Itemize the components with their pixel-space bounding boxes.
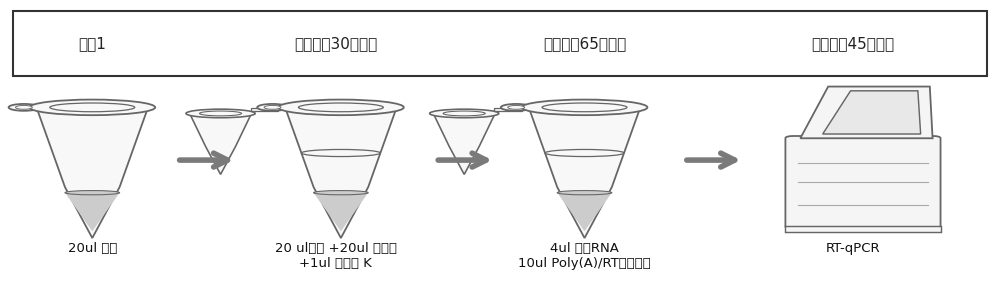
Ellipse shape: [530, 108, 639, 113]
Polygon shape: [557, 193, 612, 231]
Bar: [13, 11, 987, 77]
Ellipse shape: [557, 190, 612, 195]
Ellipse shape: [186, 109, 255, 118]
Text: 20 ul血浆 +20ul 缓冲液
+1ul 蛋白酶 K: 20 ul血浆 +20ul 缓冲液 +1ul 蛋白酶 K: [275, 242, 397, 270]
Polygon shape: [38, 110, 147, 238]
Polygon shape: [530, 110, 639, 238]
Ellipse shape: [508, 105, 525, 109]
Text: RT-qPCR: RT-qPCR: [826, 242, 880, 255]
Text: 20ul 血浆: 20ul 血浆: [68, 242, 117, 255]
Ellipse shape: [542, 103, 627, 112]
Polygon shape: [823, 91, 921, 134]
Ellipse shape: [29, 100, 155, 115]
Ellipse shape: [286, 108, 396, 113]
Ellipse shape: [257, 104, 288, 111]
Ellipse shape: [15, 105, 32, 109]
Ellipse shape: [522, 100, 647, 115]
Polygon shape: [286, 110, 396, 238]
Polygon shape: [800, 87, 933, 138]
Ellipse shape: [434, 114, 494, 116]
Ellipse shape: [278, 100, 404, 115]
Ellipse shape: [190, 114, 251, 116]
Text: 步骤３（65分钟）: 步骤３（65分钟）: [543, 36, 626, 51]
Bar: [785, 226, 941, 232]
Ellipse shape: [9, 104, 39, 111]
Ellipse shape: [38, 108, 147, 113]
Text: 步骤２（30分钟）: 步骤２（30分钟）: [294, 36, 378, 51]
Ellipse shape: [501, 104, 531, 111]
Text: 步骤1: 步骤1: [78, 36, 106, 51]
Bar: [251, 108, 278, 111]
Polygon shape: [314, 193, 368, 231]
Text: 4ul 粗提RNA
10ul Poly(A)/RT反应体系: 4ul 粗提RNA 10ul Poly(A)/RT反应体系: [518, 242, 651, 270]
Polygon shape: [65, 193, 120, 231]
Ellipse shape: [50, 103, 135, 112]
Ellipse shape: [200, 111, 242, 116]
Polygon shape: [190, 115, 251, 174]
Ellipse shape: [430, 109, 499, 118]
Ellipse shape: [65, 190, 120, 195]
Ellipse shape: [298, 103, 383, 112]
Ellipse shape: [314, 190, 368, 195]
FancyBboxPatch shape: [785, 136, 941, 229]
Ellipse shape: [443, 111, 485, 116]
Bar: [494, 108, 522, 111]
Text: 步骤４（45分钟）: 步骤４（45分钟）: [811, 36, 895, 51]
Ellipse shape: [264, 105, 281, 109]
Polygon shape: [434, 115, 494, 174]
